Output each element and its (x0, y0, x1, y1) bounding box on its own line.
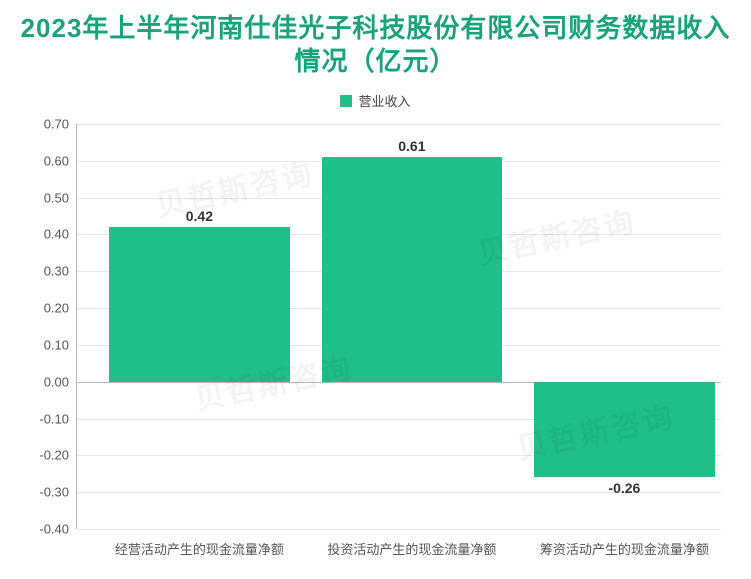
y-tick-label: 0.70 (44, 117, 77, 132)
y-tick-label: -0.20 (39, 448, 77, 463)
bar (109, 227, 289, 382)
value-label: 0.42 (186, 208, 213, 224)
y-tick-label: 0.10 (44, 337, 77, 352)
value-label: 0.61 (398, 138, 425, 154)
legend: 营业收入 (20, 91, 731, 110)
y-tick-label: -0.10 (39, 411, 77, 426)
y-tick-label: 0.40 (44, 227, 77, 242)
y-tick-label: 0.50 (44, 190, 77, 205)
watermark: 贝哲斯咨询 (151, 148, 317, 224)
bar (534, 382, 714, 478)
category-label: 筹资活动产生的现金流量净额 (540, 529, 709, 558)
chart-title: 2023年上半年河南仕佳光子科技股份有限公司财务数据收入情况（亿元） (20, 12, 731, 77)
bar (322, 157, 502, 382)
y-tick-label: -0.30 (39, 485, 77, 500)
legend-swatch (340, 95, 352, 107)
y-tick-label: 0.00 (44, 374, 77, 389)
category-label: 投资活动产生的现金流量净额 (327, 529, 496, 558)
y-tick-label: 0.30 (44, 264, 77, 279)
y-tick-label: 0.60 (44, 153, 77, 168)
category-label: 经营活动产生的现金流量净额 (115, 529, 284, 558)
value-label: -0.26 (608, 481, 640, 497)
y-tick-label: -0.40 (39, 522, 77, 537)
legend-label: 营业收入 (358, 91, 410, 110)
grid-line (77, 124, 721, 125)
y-tick-label: 0.20 (44, 301, 77, 316)
plot-area: -0.40 -0.30 -0.20 -0.10 0.00 0.10 0.20 0.30 0.40… (20, 116, 731, 569)
plot-inner: -0.40-0.30-0.20-0.100.000.100.200.300.40… (76, 124, 721, 529)
chart-container: 2023年上半年河南仕佳光子科技股份有限公司财务数据收入情况（亿元） 营业收入 … (0, 0, 751, 579)
